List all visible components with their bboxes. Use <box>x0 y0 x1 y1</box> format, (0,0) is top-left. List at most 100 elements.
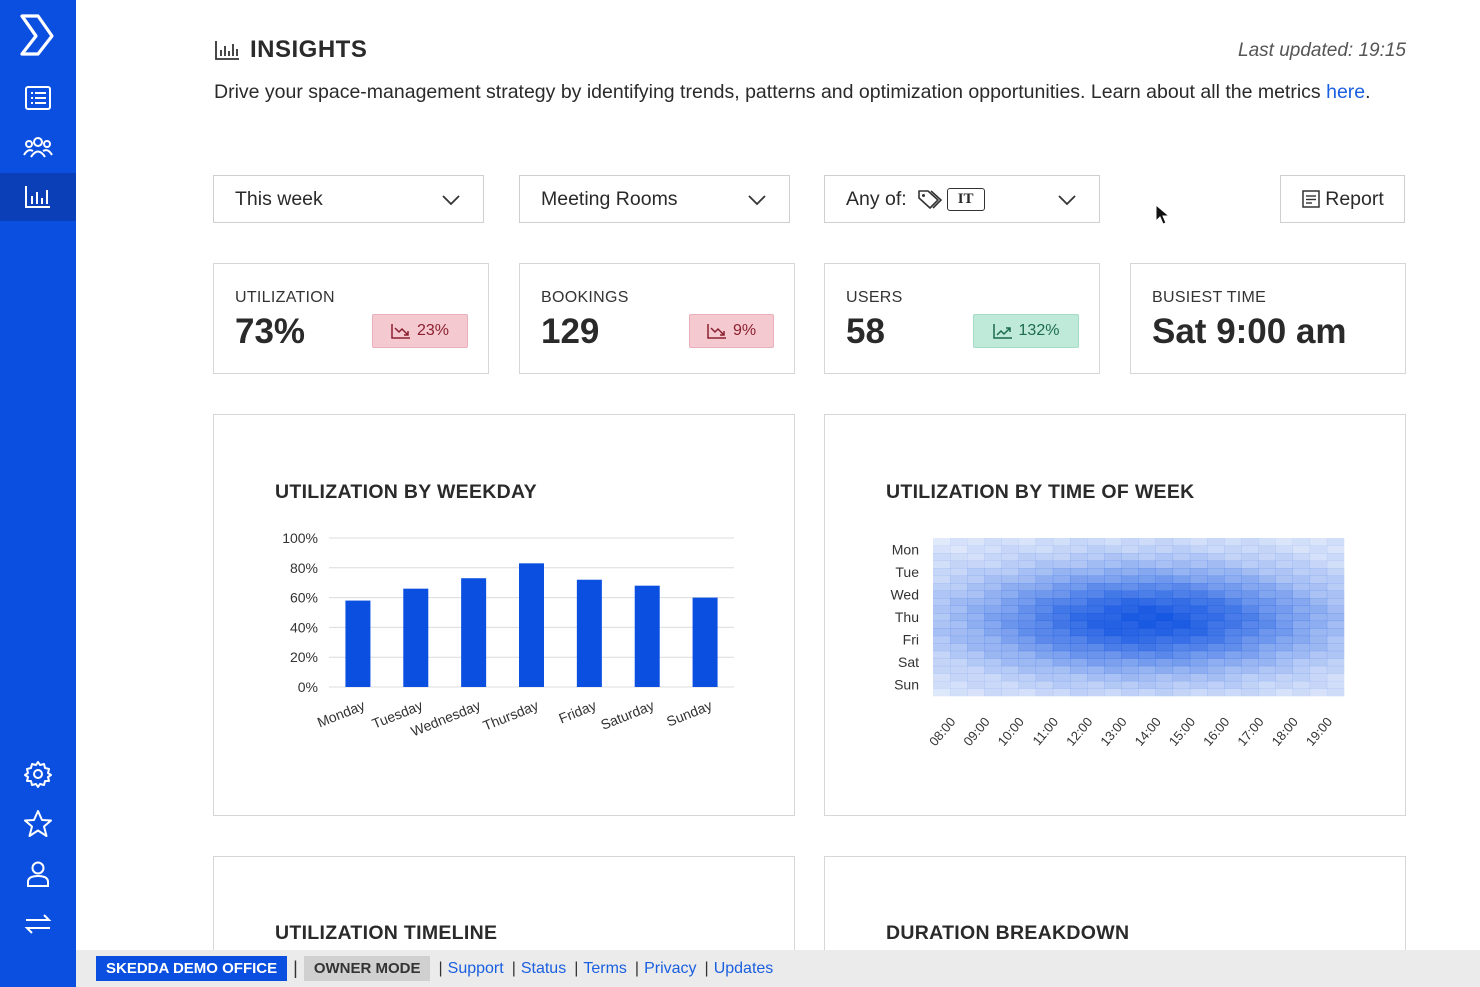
heatmap-cell <box>967 620 985 629</box>
heatmap-cell <box>1018 545 1037 554</box>
heatmap-cell <box>1172 688 1191 697</box>
heatmap-cell <box>1309 590 1328 599</box>
heatmap-cell <box>1087 628 1105 637</box>
heatmap-cell <box>1104 673 1122 682</box>
panel-title: UTILIZATION BY WEEKDAY <box>275 481 537 503</box>
heatmap-cell <box>1326 665 1345 674</box>
heatmap-cell <box>967 545 985 554</box>
heatmap-cell <box>1018 560 1037 569</box>
skedda-logo-icon[interactable] <box>18 14 58 56</box>
sidebar-item-insights[interactable] <box>0 173 76 221</box>
heatmap-cell <box>1070 560 1088 569</box>
heatmap-cell <box>1241 673 1259 682</box>
sidebar-item-switch[interactable] <box>0 900 76 948</box>
terms-link[interactable]: Terms <box>583 959 627 977</box>
heatmap-cell <box>984 628 1002 637</box>
heatmap-cell <box>984 553 1002 561</box>
heatmap-cell <box>1035 643 1054 652</box>
heatmap-cell <box>1035 680 1054 689</box>
heatmap-cell <box>1207 665 1225 674</box>
heatmap-cell <box>1292 545 1311 554</box>
heatmap-cell <box>1275 613 1293 622</box>
heatmap-cell <box>1138 635 1156 644</box>
heatmap-cell <box>1258 628 1276 637</box>
card-label: BUSIEST TIME <box>1152 289 1267 306</box>
heatmap-cell <box>1224 538 1242 546</box>
support-link[interactable]: Support <box>447 959 504 977</box>
y-tick-label: 100% <box>282 530 318 546</box>
heatmap-cell <box>1018 643 1037 652</box>
sidebar-item-users[interactable] <box>0 124 76 172</box>
heatmap-cell <box>1275 635 1293 644</box>
status-link[interactable]: Status <box>520 959 567 977</box>
heatmap-cell <box>950 553 968 561</box>
sidebar-item-settings[interactable] <box>0 750 76 798</box>
heatmap-cell <box>950 575 968 584</box>
heatmap-cell <box>1275 538 1293 546</box>
description-text: Drive your space-management strategy by … <box>214 81 1321 103</box>
heatmap-cell <box>1104 605 1122 614</box>
heatmap-cell <box>1189 590 1208 599</box>
sidebar-item-favorites[interactable] <box>0 800 76 848</box>
users-icon <box>23 137 53 158</box>
office-badge[interactable]: SKEDDA DEMO OFFICE <box>96 956 288 981</box>
row-label: Sat <box>898 654 919 670</box>
heatmap-cell <box>967 553 985 561</box>
heatmap-cell <box>1052 635 1071 644</box>
heatmap-cell <box>967 568 985 576</box>
heatmap-cell <box>1172 560 1191 569</box>
privacy-link[interactable]: Privacy <box>644 959 697 977</box>
heatmap-cell <box>1292 635 1311 644</box>
sidebar-item-profile[interactable] <box>0 850 76 898</box>
heatmap-cell <box>1309 575 1328 584</box>
heatmap-cell <box>1241 553 1259 561</box>
sidebar-item-bookings[interactable] <box>0 74 76 122</box>
heatmap-cell <box>1172 635 1191 644</box>
heatmap-cell <box>1070 688 1088 697</box>
heatmap-cell <box>1138 613 1156 622</box>
heatmap-cell <box>1292 575 1311 584</box>
heatmap-cell <box>1138 605 1156 614</box>
heatmap-cell <box>1001 575 1019 584</box>
bar <box>403 588 429 687</box>
description-suffix: . <box>1365 81 1371 103</box>
heatmap-cell <box>1207 545 1225 554</box>
heatmap-cell <box>1258 590 1276 599</box>
heatmap-cell <box>1172 620 1191 629</box>
heatmap-cell <box>1155 568 1174 576</box>
heatmap-cell <box>1001 665 1019 674</box>
card-label: BOOKINGS <box>541 289 629 306</box>
heatmap-cell <box>984 688 1002 697</box>
heatmap-cell <box>984 665 1002 674</box>
heatmap-cell <box>1207 560 1225 569</box>
column-label: 14:00 <box>1132 714 1164 749</box>
heatmap-cell <box>1275 545 1293 554</box>
heatmap-cell <box>1172 538 1191 546</box>
heatmap-cell <box>1001 643 1019 652</box>
heatmap-cell <box>1087 688 1105 697</box>
heatmap-cell <box>1224 688 1242 697</box>
heatmap-cell <box>1052 620 1071 629</box>
period-select[interactable]: This week <box>213 175 484 223</box>
heatmap-cell <box>1035 560 1054 569</box>
metrics-help-link[interactable]: here <box>1326 81 1366 103</box>
heatmap-cell <box>1104 680 1122 689</box>
report-button[interactable]: Report <box>1280 175 1405 223</box>
heatmap-cell <box>1326 688 1345 697</box>
users-card: USERS 58 132% <box>824 263 1100 374</box>
heatmap-cell <box>1138 553 1156 561</box>
heatmap-cell <box>1241 628 1259 637</box>
heatmap-cell <box>1207 673 1225 682</box>
tags-select[interactable]: Any of: IT <box>824 175 1100 223</box>
heatmap-cell <box>1189 598 1208 607</box>
heatmap-cell <box>1309 613 1328 622</box>
selected-tag-chip[interactable]: IT <box>946 187 985 211</box>
heatmap-cell <box>1155 643 1174 652</box>
heatmap-cell <box>1241 560 1259 569</box>
heatmap-cell <box>1121 635 1139 644</box>
heatmap-cell <box>984 575 1002 584</box>
y-tick-label: 0% <box>298 679 318 695</box>
updates-link[interactable]: Updates <box>713 959 774 977</box>
space-type-select[interactable]: Meeting Rooms <box>519 175 790 223</box>
heatmap-cell <box>1155 658 1174 667</box>
